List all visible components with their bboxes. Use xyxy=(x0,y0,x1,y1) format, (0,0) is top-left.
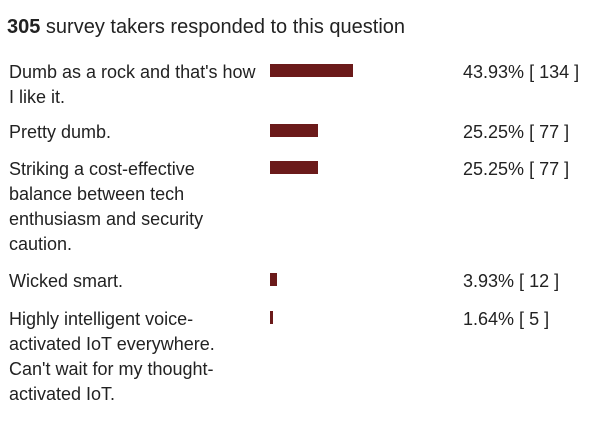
option-percent: 25.25% xyxy=(463,159,525,179)
option-percent: 25.25% xyxy=(463,122,525,142)
option-value: 25.25% [ 77 ] xyxy=(463,159,570,179)
option-count: 77 xyxy=(539,159,560,179)
option-value: 43.93% [ 134 ] xyxy=(463,62,580,82)
header-text: survey takers responded to this question xyxy=(40,16,406,38)
option-count: 5 xyxy=(529,309,540,329)
option-count: 134 xyxy=(539,62,570,82)
option-percent: 1.64% xyxy=(463,309,515,329)
result-bar xyxy=(270,124,318,137)
bar-track xyxy=(270,311,450,324)
option-value: 3.93% [ 12 ] xyxy=(463,271,560,291)
option-percent: 43.93% xyxy=(463,62,525,82)
option-label: Striking a cost-effective balance betwee… xyxy=(9,159,204,254)
option-label: Pretty dumb. xyxy=(9,122,112,142)
result-bar xyxy=(270,161,318,174)
option-value: 25.25% [ 77 ] xyxy=(463,122,570,142)
respondent-count: 305 xyxy=(7,16,41,38)
bar-track xyxy=(270,161,450,174)
bar-track xyxy=(270,273,450,286)
result-bar xyxy=(270,311,273,324)
bar-track xyxy=(270,64,450,77)
results-header: 305 survey takers responded to this ques… xyxy=(7,15,405,39)
result-bar xyxy=(270,64,353,77)
option-percent: 3.93% xyxy=(463,271,515,291)
option-count: 12 xyxy=(529,271,550,291)
option-label: Highly intelligent voice-activated IoT e… xyxy=(9,309,215,404)
option-label: Dumb as a rock and that's how I like it. xyxy=(9,62,256,107)
result-bar xyxy=(270,273,277,286)
option-count: 77 xyxy=(539,122,560,142)
bar-track xyxy=(270,124,450,137)
option-value: 1.64% [ 5 ] xyxy=(463,309,550,329)
option-label: Wicked smart. xyxy=(9,271,124,291)
